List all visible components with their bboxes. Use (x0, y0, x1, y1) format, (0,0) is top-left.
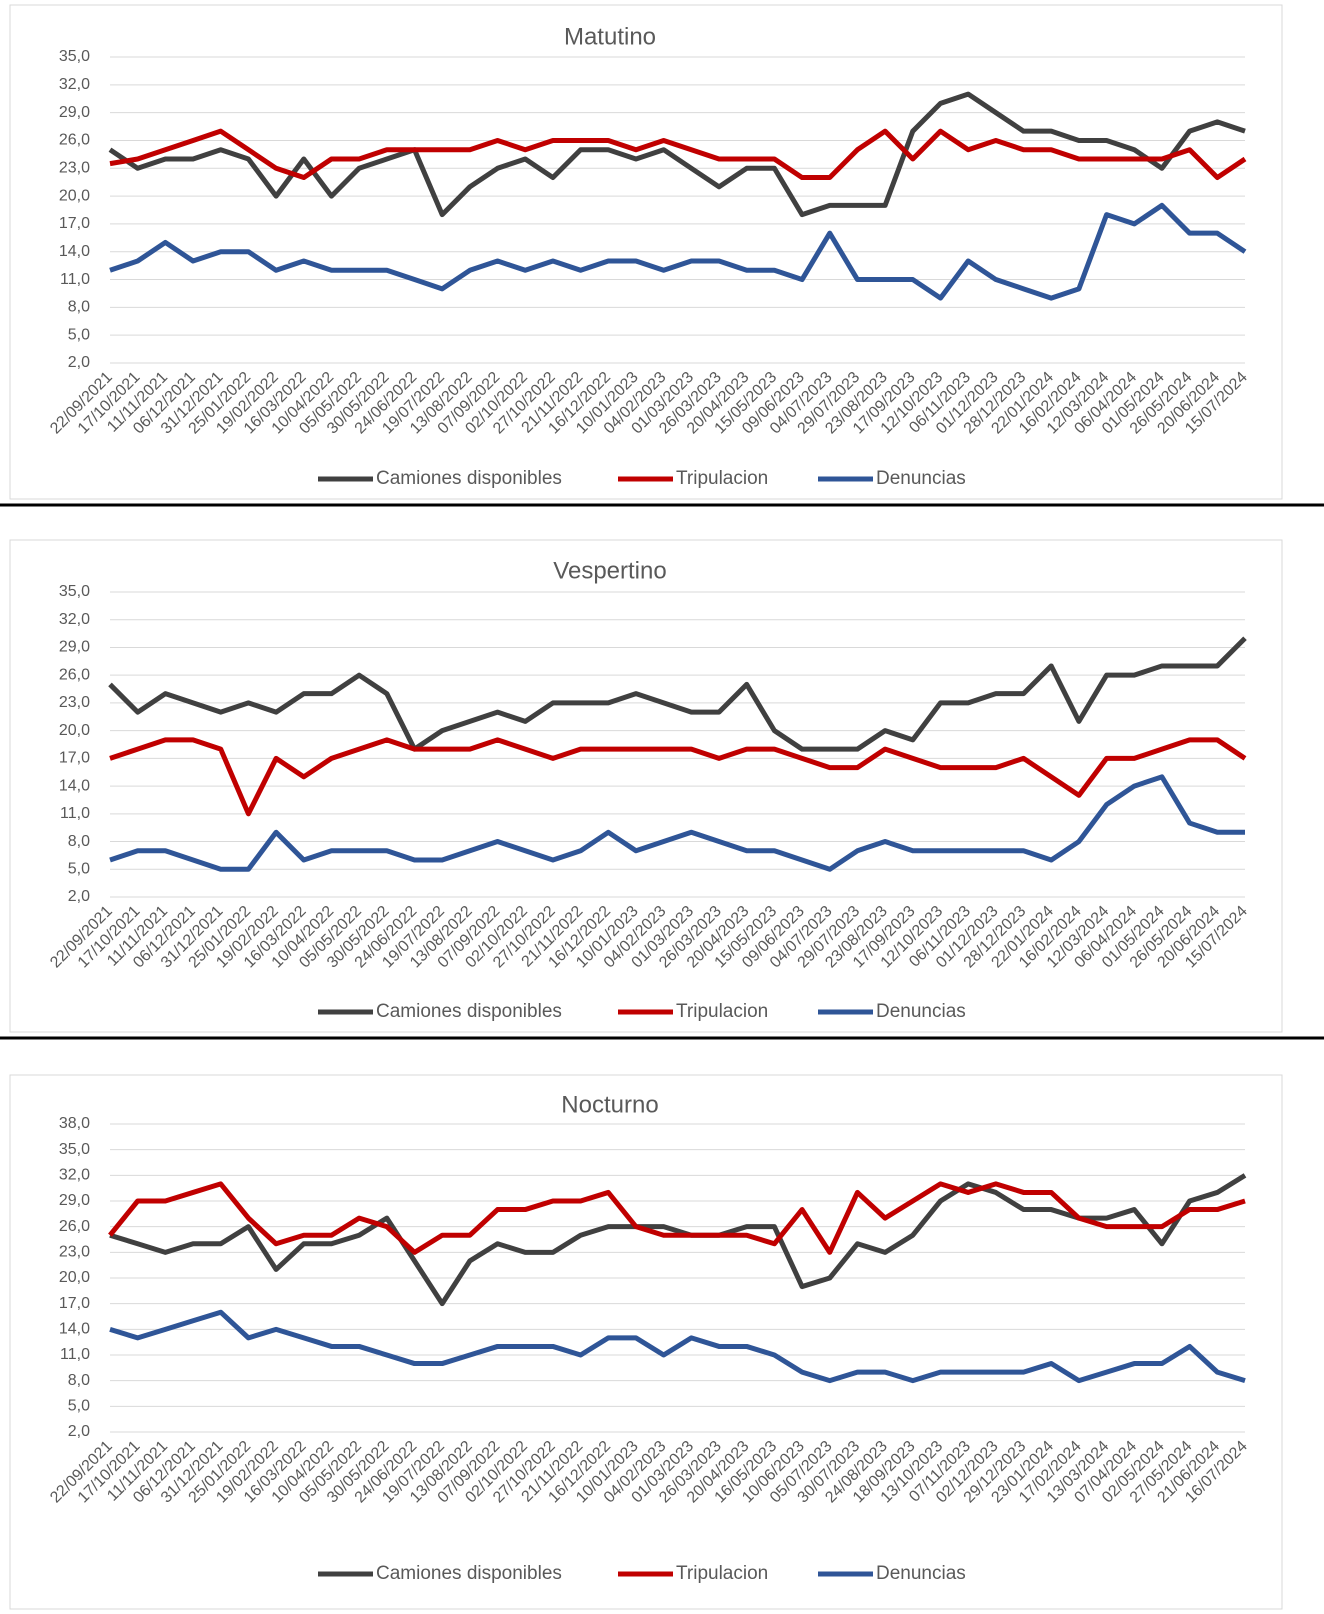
legend-label: Tripulacion (676, 1001, 768, 1022)
legend-label: Camiones disponibles (376, 1563, 562, 1584)
y-tick-label: 29,0 (59, 639, 90, 656)
y-tick-label: 23,0 (59, 159, 90, 176)
legend-item: Tripulacion (618, 468, 768, 489)
y-tick-label: 26,0 (59, 1218, 90, 1235)
y-tick-label: 11,0 (60, 271, 90, 288)
legend-label: Camiones disponibles (376, 1001, 562, 1022)
legend-label: Denuncias (876, 1563, 966, 1584)
y-tick-label: 14,0 (59, 777, 90, 794)
y-tick-label: 26,0 (59, 132, 90, 149)
y-tick-label: 17,0 (59, 750, 90, 767)
legend-item: Denuncias (818, 1563, 966, 1584)
y-tick-label: 35,0 (59, 583, 90, 600)
y-tick-label: 20,0 (59, 187, 90, 204)
series-line (109, 128, 1247, 181)
y-tick-label: 35,0 (59, 48, 90, 65)
legend-label: Tripulacion (676, 468, 768, 489)
y-tick-label: 17,0 (59, 215, 90, 232)
y-tick-label: 35,0 (59, 1141, 90, 1158)
series-line (108, 91, 1246, 218)
y-tick-label: 11,0 (60, 805, 90, 822)
y-tick-label: 32,0 (59, 1167, 90, 1184)
y-tick-label: 8,0 (68, 833, 90, 850)
y-tick-label: 23,0 (59, 694, 90, 711)
legend-label: Denuncias (876, 1001, 966, 1022)
y-tick-label: 5,0 (68, 860, 90, 877)
legend-item: Camiones disponibles (318, 468, 562, 489)
legend-label: Denuncias (876, 468, 966, 489)
y-tick-label: 2,0 (68, 888, 90, 905)
y-tick-label: 26,0 (59, 666, 90, 683)
y-tick-label: 38,0 (59, 1115, 90, 1132)
y-tick-label: 32,0 (59, 76, 90, 93)
chart-title: Matutino (564, 23, 656, 50)
y-tick-label: 2,0 (68, 354, 90, 371)
chart-title: Nocturno (561, 1091, 658, 1118)
series-line (109, 1309, 1246, 1384)
y-tick-label: 8,0 (68, 1372, 90, 1389)
legend-item: Camiones disponibles (318, 1563, 562, 1584)
y-tick-label: 8,0 (68, 299, 90, 316)
legend-item: Tripulacion (618, 1563, 768, 1584)
y-tick-label: 11,0 (60, 1346, 90, 1363)
y-tick-label: 32,0 (59, 611, 90, 628)
y-tick-label: 20,0 (59, 1269, 90, 1286)
series-line (109, 774, 1245, 872)
series-line (109, 202, 1247, 301)
legend-item: Denuncias (818, 468, 966, 489)
y-tick-label: 17,0 (59, 1295, 90, 1312)
legend-item: Denuncias (818, 1001, 966, 1022)
legend-label: Tripulacion (676, 1563, 768, 1584)
series-line (109, 1173, 1247, 1307)
y-tick-label: 29,0 (59, 104, 90, 121)
legend-item: Tripulacion (618, 1001, 768, 1022)
series-line (109, 737, 1247, 817)
y-tick-label: 20,0 (59, 722, 90, 739)
chart-title: Vespertino (553, 557, 666, 584)
legend-item: Camiones disponibles (318, 1001, 562, 1022)
y-tick-label: 14,0 (59, 1321, 90, 1338)
y-tick-label: 2,0 (68, 1423, 90, 1440)
y-tick-label: 5,0 (68, 1398, 90, 1415)
y-tick-label: 5,0 (68, 326, 90, 343)
series-line (108, 636, 1247, 752)
y-tick-label: 14,0 (59, 243, 90, 260)
y-tick-label: 29,0 (59, 1192, 90, 1209)
series-line (108, 1181, 1246, 1255)
legend-label: Camiones disponibles (376, 468, 562, 489)
y-tick-label: 23,0 (59, 1244, 90, 1261)
